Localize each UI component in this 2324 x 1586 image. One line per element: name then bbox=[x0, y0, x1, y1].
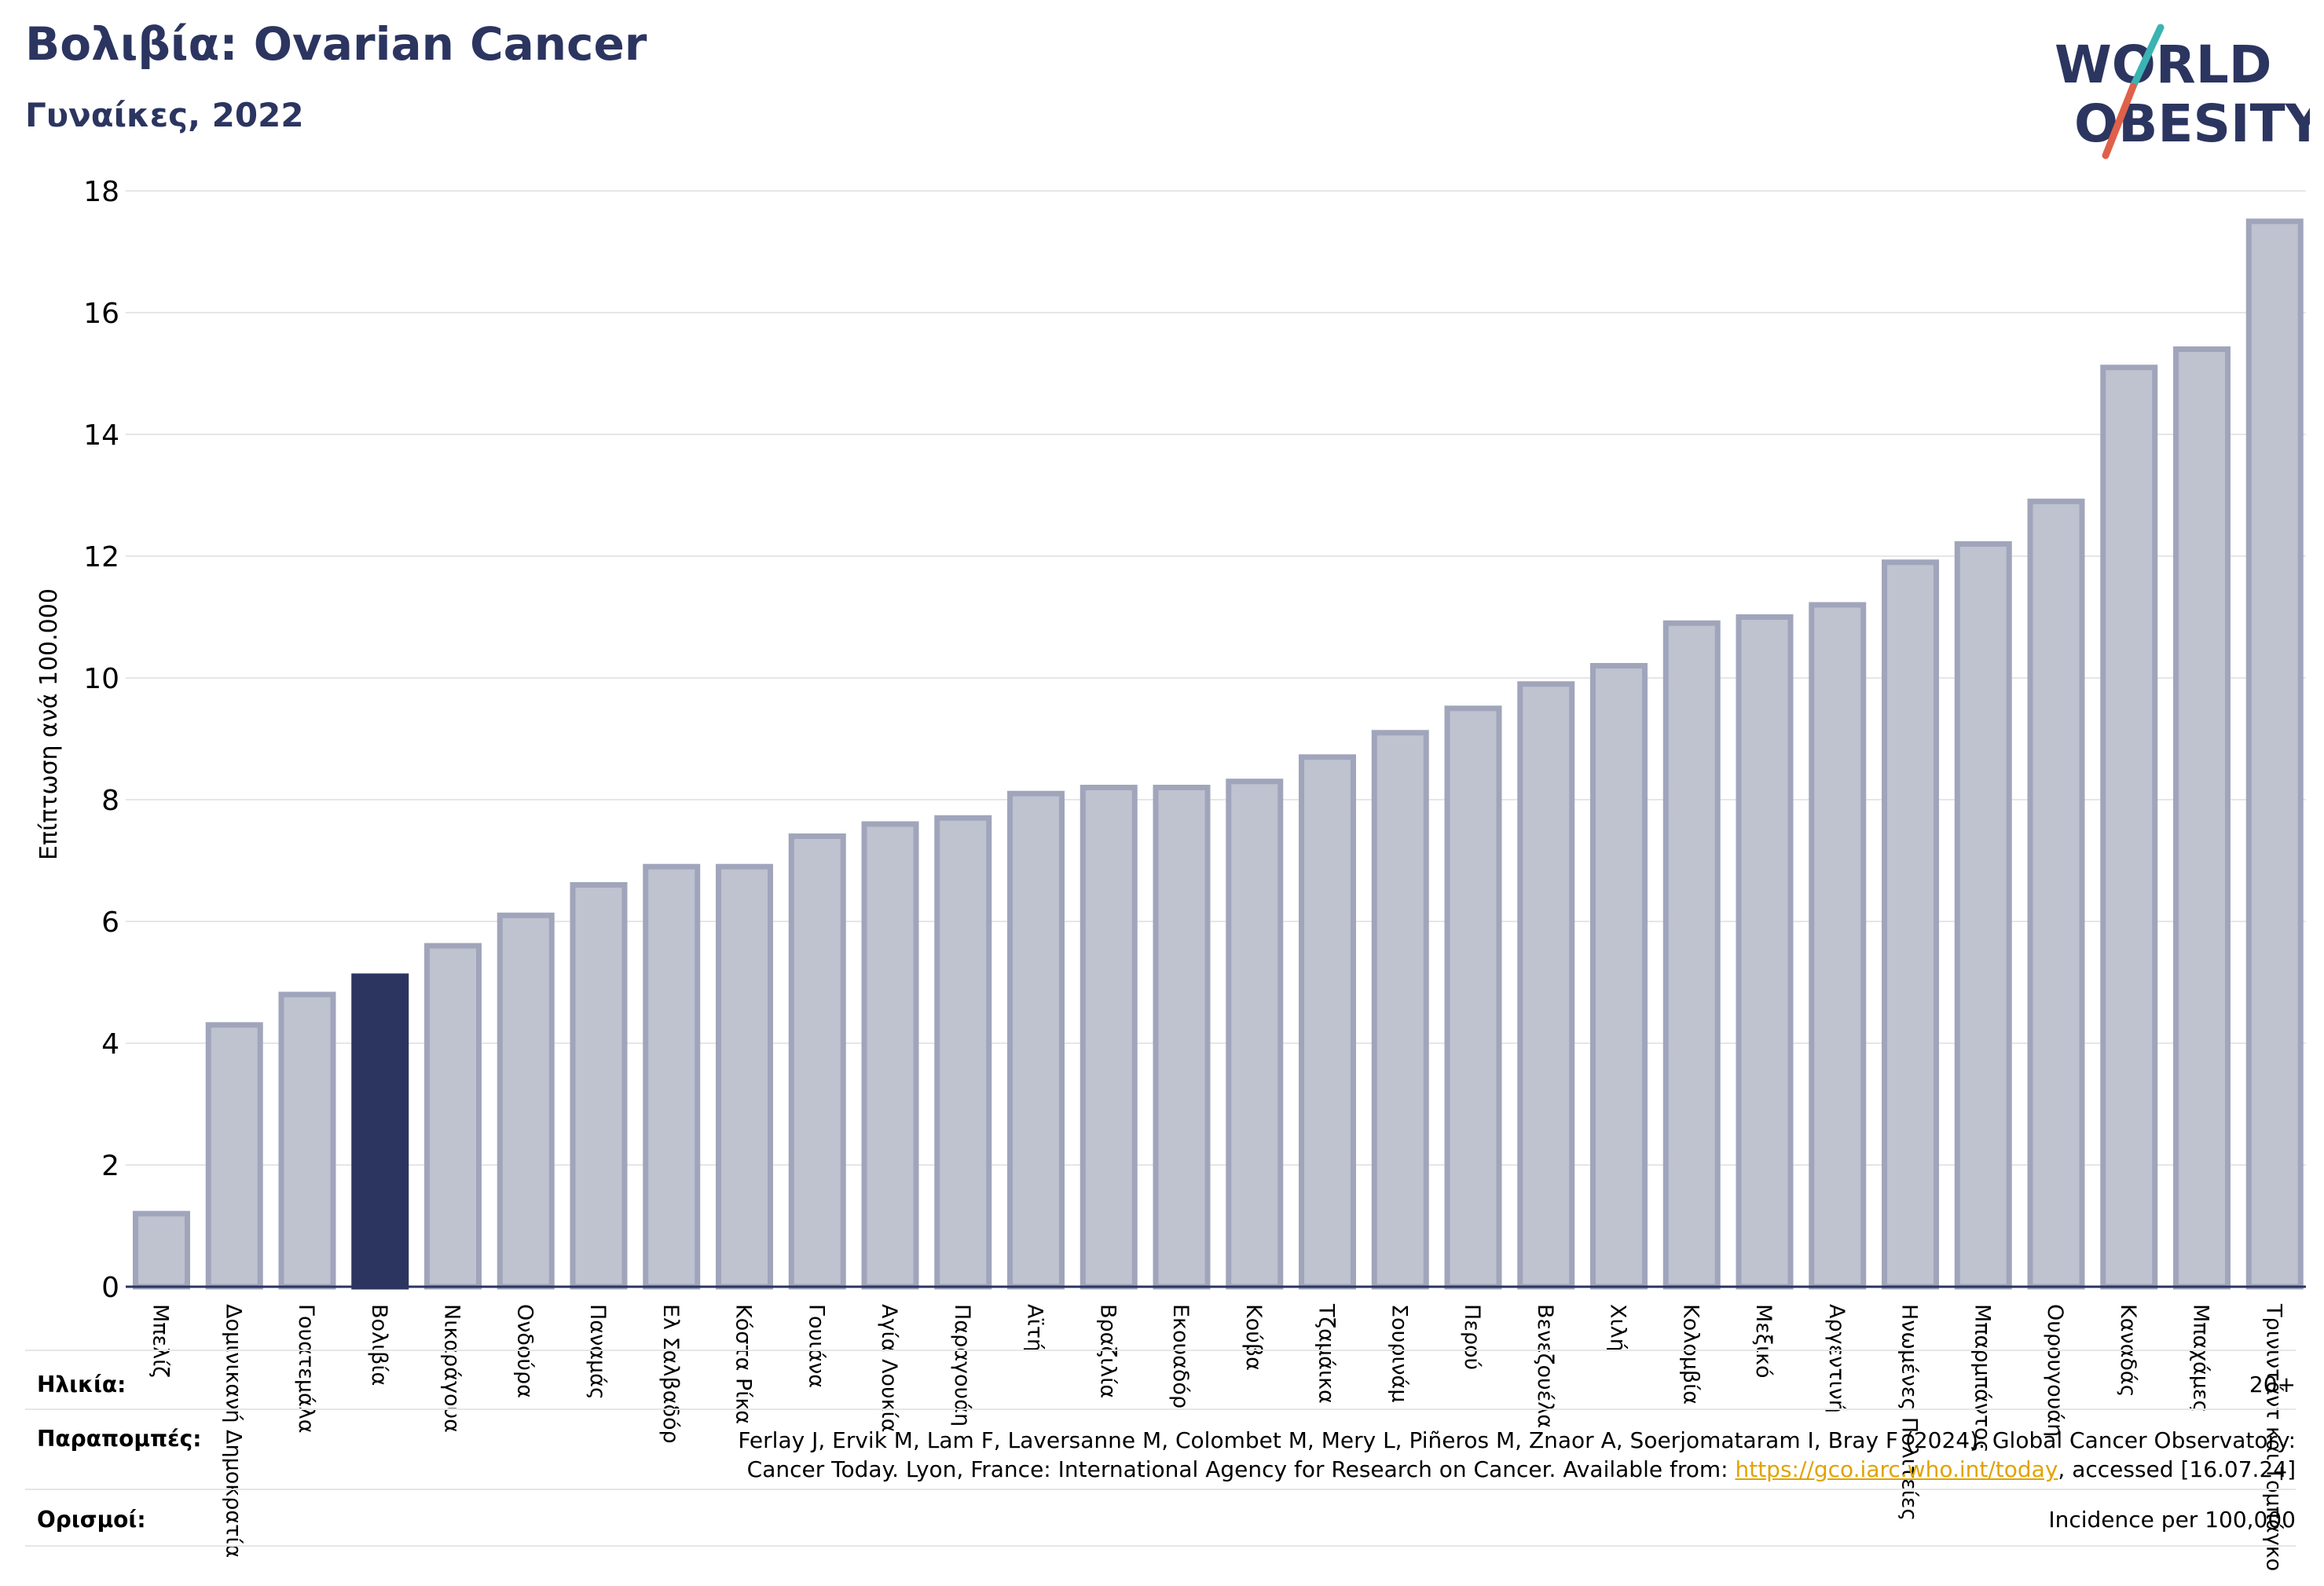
bar bbox=[1809, 602, 1867, 1290]
footer-rule-top bbox=[25, 1350, 2296, 1351]
footer-rule-bottom bbox=[25, 1545, 2296, 1547]
bar bbox=[1153, 785, 1211, 1290]
bar bbox=[1954, 541, 2012, 1290]
y-tick-label: 6 bbox=[101, 907, 119, 939]
world-obesity-logo: WORLD OBESITY bbox=[2055, 24, 2310, 159]
refs-line-1: Ferlay J, Ervik M, Lam F, Laversanne M, … bbox=[738, 1427, 2296, 1453]
bar bbox=[278, 991, 336, 1290]
source-link[interactable]: https://gco.iarc.who.int/today bbox=[1735, 1456, 2058, 1482]
refs-line-2: Cancer Today. Lyon, France: Internationa… bbox=[738, 1455, 2296, 1484]
bar bbox=[1517, 681, 1575, 1290]
x-tick-label: Δομινικανή Δημοκρατία bbox=[221, 1304, 245, 1558]
bar bbox=[2100, 364, 2158, 1290]
bar bbox=[1226, 778, 1284, 1290]
y-tick-label: 14 bbox=[83, 419, 119, 452]
x-tick-label: Τζαμάικα bbox=[1314, 1303, 1339, 1404]
x-tick-label: Τρινιντάντ και Τομπάγκο bbox=[2261, 1303, 2286, 1571]
footer-rule-1 bbox=[25, 1408, 2296, 1410]
x-tick-label: Κόστα Ρίκα bbox=[731, 1304, 756, 1424]
x-tick-label: Εκουαδόρ bbox=[1168, 1304, 1193, 1408]
bar bbox=[1662, 620, 1721, 1290]
bar bbox=[1371, 730, 1429, 1290]
y-tick-label: 2 bbox=[101, 1150, 119, 1182]
bar bbox=[1299, 754, 1356, 1290]
bar bbox=[1080, 785, 1138, 1290]
x-tick-label: Γουατεμάλα bbox=[294, 1304, 318, 1434]
page-subtitle: Γυναίκες, 2022 bbox=[25, 96, 304, 134]
refs-line-2-pre: Cancer Today. Lyon, France: Internationa… bbox=[746, 1456, 1736, 1482]
bar bbox=[1736, 614, 1794, 1290]
x-tick-label: Μεξικό bbox=[1751, 1304, 1776, 1379]
x-tick-label: Γουιάνα bbox=[804, 1304, 828, 1388]
bar bbox=[2245, 218, 2304, 1290]
x-tick-label: Βολιβία bbox=[367, 1304, 391, 1386]
bar bbox=[570, 882, 628, 1290]
x-tick-label: Παναμάς bbox=[585, 1304, 610, 1400]
x-tick-label: Σουρινάμ bbox=[1387, 1304, 1411, 1403]
x-tick-label: Αργεντινή bbox=[1824, 1304, 1849, 1413]
bar bbox=[716, 863, 773, 1290]
bar bbox=[2173, 346, 2231, 1290]
y-tick-label: 12 bbox=[83, 541, 119, 573]
logo-slash-teal bbox=[2129, 24, 2165, 90]
bar bbox=[424, 943, 482, 1290]
bar bbox=[205, 1022, 263, 1290]
age-label: Ηλικία: bbox=[37, 1372, 126, 1397]
x-tick-label: Ηνωμένες Πολιτείες bbox=[1897, 1304, 1922, 1521]
x-tick-label: Αγία Λουκία bbox=[877, 1304, 901, 1432]
page-title: Βολιβία: Ovarian Cancer bbox=[25, 17, 647, 71]
footer-age-row: Ηλικία: 20+ bbox=[25, 1372, 2296, 1403]
bar bbox=[1007, 790, 1065, 1290]
x-tick-label: Βενεζουέλα bbox=[1533, 1304, 1557, 1428]
bar bbox=[1444, 705, 1502, 1290]
y-tick-label: 18 bbox=[83, 176, 119, 208]
bars bbox=[133, 218, 2304, 1290]
grid-lines bbox=[126, 190, 2306, 1166]
bar-highlight bbox=[351, 973, 409, 1290]
x-tick-label: Ελ Σαλβαδόρ bbox=[658, 1304, 683, 1444]
y-tick-label: 0 bbox=[101, 1272, 119, 1304]
x-tick-label: Χιλή bbox=[1606, 1304, 1630, 1352]
x-tick-label: Κούβα bbox=[1241, 1304, 1266, 1371]
bar bbox=[133, 1211, 190, 1290]
x-tick-labels: Μπελίζ Δομινικανή Δημοκρατία Γουατεμάλα Βολ… bbox=[148, 1303, 2286, 1571]
y-axis-label: Επίπτωση ανά 100.000 bbox=[35, 588, 63, 860]
x-tick-label: Περού bbox=[1460, 1304, 1484, 1370]
refs-label: Παραπομπές: bbox=[37, 1426, 202, 1452]
x-tick-label: Κολομβία bbox=[1678, 1304, 1703, 1405]
x-tick-label: Μπαχάμες bbox=[2189, 1304, 2213, 1412]
bar bbox=[861, 821, 919, 1290]
x-tick-label: Μπελίζ bbox=[148, 1304, 173, 1378]
bar bbox=[643, 863, 701, 1290]
bar bbox=[788, 833, 846, 1290]
x-tick-label: Ουρουγουάη bbox=[2043, 1304, 2067, 1437]
bar bbox=[934, 815, 992, 1290]
footer-refs-row: Παραπομπές: Ferlay J, Ervik M, Lam F, La… bbox=[25, 1426, 2296, 1484]
bar bbox=[2027, 498, 2085, 1290]
y-tick-labels: 0 2 4 6 8 10 12 14 16 18 bbox=[83, 176, 119, 1304]
refs-text: Ferlay J, Ervik M, Lam F, Laversanne M, … bbox=[738, 1426, 2296, 1484]
definitions-label: Ορισμοί: bbox=[37, 1507, 146, 1533]
y-tick-label: 10 bbox=[83, 663, 119, 695]
bar bbox=[1882, 559, 1939, 1290]
bar bbox=[1590, 663, 1648, 1290]
definitions-value: Incidence per 100,000 bbox=[2048, 1507, 2296, 1533]
footer-rule-2 bbox=[25, 1489, 2296, 1490]
age-value: 20+ bbox=[2249, 1372, 2296, 1397]
x-tick-label: Μπαρμπάντος bbox=[1970, 1304, 1994, 1452]
x-tick-label: Παραγουάη bbox=[950, 1304, 974, 1427]
x-tick-label: Βραζιλία bbox=[1095, 1304, 1120, 1398]
x-tick-label: Αϊτή bbox=[1023, 1304, 1047, 1352]
logo-slash-red bbox=[2102, 82, 2137, 159]
x-tick-label: Νικαράγουα bbox=[440, 1304, 464, 1433]
y-tick-label: 4 bbox=[101, 1028, 119, 1060]
bar bbox=[497, 912, 555, 1290]
y-tick-label: 16 bbox=[83, 298, 119, 330]
footer-def-row: Ορισμοί: Incidence per 100,000 bbox=[25, 1507, 2296, 1538]
refs-line-2-post: , accessed [16.07.24] bbox=[2058, 1456, 2296, 1482]
logo-text-world: WORLD bbox=[2055, 35, 2272, 95]
y-tick-label: 8 bbox=[101, 785, 119, 817]
